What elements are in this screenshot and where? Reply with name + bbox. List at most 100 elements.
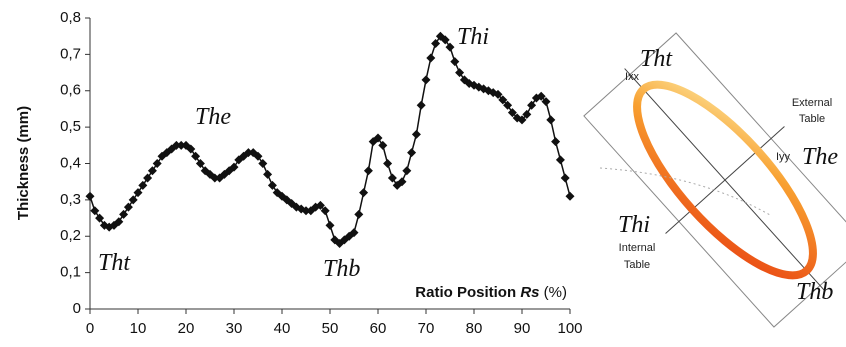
y-tick-label: 0,5 [60, 118, 81, 135]
x-tick-label: 90 [514, 320, 531, 337]
x-tick-label: 0 [86, 320, 94, 337]
label-the: The [802, 144, 838, 170]
data-point [378, 140, 388, 150]
data-point [248, 148, 258, 158]
data-point [138, 180, 148, 190]
label-iyy: Iyy [776, 151, 791, 163]
data-point [123, 202, 133, 212]
data-point [565, 191, 575, 201]
data-point [450, 57, 460, 67]
data-point [171, 140, 181, 150]
y-tick-label: 0,8 [60, 9, 81, 26]
data-point [411, 129, 421, 139]
label-thi: Thi [618, 212, 650, 238]
x-label-symbol: Rs [520, 284, 539, 301]
label-external-2: Table [799, 113, 825, 125]
data-point [445, 42, 455, 52]
data-point [210, 173, 220, 183]
data-point [267, 180, 277, 190]
bone-ring [633, 80, 817, 280]
data-point [560, 173, 570, 183]
data-point [152, 159, 162, 168]
data-point [301, 206, 311, 216]
data-point [85, 191, 95, 201]
data-point [359, 188, 369, 198]
data-point [407, 148, 417, 158]
x-label-unit: (%) [544, 284, 567, 301]
data-point [143, 173, 153, 183]
x-tick-label: 40 [274, 320, 291, 337]
data-point [147, 166, 157, 176]
data-point [95, 213, 105, 223]
data-point [315, 200, 325, 210]
section-diagram: Tht Ixx External Table Iyy The Thi Inter… [583, 32, 846, 328]
annotation: Thi [457, 24, 489, 50]
data-point [258, 159, 268, 168]
label-external-1: External [792, 97, 832, 109]
dotted-curve [599, 167, 771, 216]
data-point [397, 177, 407, 187]
data-point [522, 109, 532, 119]
data-point [243, 148, 253, 158]
y-axis-label: Thickness (mm) [15, 106, 32, 220]
data-point [421, 75, 431, 85]
data-point [551, 137, 561, 147]
y-tick-label: 0,4 [60, 154, 81, 171]
label-internal-1: Internal [619, 242, 656, 254]
y-tick-label: 0,7 [60, 45, 81, 62]
x-tick-label: 80 [466, 320, 483, 337]
label-internal-2: Table [624, 259, 650, 271]
annotation: The [195, 104, 231, 130]
data-point [546, 115, 556, 125]
data-point [191, 151, 201, 161]
y-tick-label: 0,1 [60, 264, 81, 281]
x-tick-label: 30 [226, 320, 243, 337]
data-point [90, 206, 100, 216]
data-point [555, 155, 565, 165]
data-point [253, 151, 263, 161]
x-tick-label: 10 [130, 320, 147, 337]
x-tick-label: 100 [557, 320, 582, 337]
y-tick-label: 0,2 [60, 227, 81, 244]
data-point [195, 159, 205, 168]
data-point [536, 91, 546, 101]
data-point [128, 195, 138, 205]
minor-axis [665, 126, 785, 234]
data-point [349, 228, 359, 238]
x-axis-label: Ratio Position Rs (%) [415, 284, 567, 301]
data-point [186, 144, 196, 154]
data-point [263, 169, 273, 179]
data-point [325, 220, 335, 230]
data-point [387, 173, 397, 183]
data-point [363, 166, 373, 176]
data-point [455, 68, 465, 78]
x-tick-label: 60 [370, 320, 387, 337]
data-point [440, 35, 450, 45]
data-point [119, 209, 129, 219]
data-point [354, 209, 364, 219]
data-point [176, 140, 186, 150]
data-point [527, 100, 537, 110]
label-thb: Thb [796, 279, 833, 305]
data-line [89, 35, 571, 245]
data-point [229, 162, 239, 172]
y-tick-label: 0,6 [60, 82, 81, 99]
data-point [416, 100, 426, 110]
y-tick-label: 0 [73, 300, 81, 317]
data-point [133, 188, 143, 198]
data-point [320, 206, 330, 216]
label-tht: Tht [640, 46, 673, 72]
x-tick-label: 50 [322, 320, 339, 337]
data-point [431, 38, 441, 48]
annotation: Thb [323, 256, 360, 282]
data-point [373, 133, 383, 143]
data-point [383, 159, 393, 168]
data-point [493, 89, 503, 99]
y-tick-label: 0,3 [60, 191, 81, 208]
annotation: Tht [98, 250, 131, 276]
data-point [402, 166, 412, 176]
x-tick-label: 20 [178, 320, 195, 337]
data-point [541, 97, 551, 107]
data-point [517, 115, 527, 125]
